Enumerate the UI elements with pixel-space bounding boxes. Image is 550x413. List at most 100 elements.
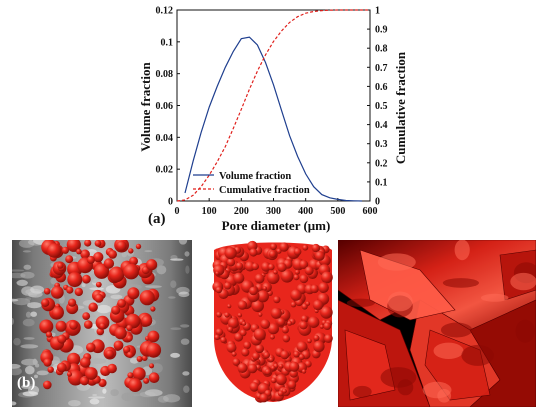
ct-pore [95, 281, 102, 288]
y-tick-label: 0.1 [161, 37, 174, 48]
pore-sphere [266, 271, 280, 285]
interior-highlight [442, 278, 479, 288]
ct-grain [21, 358, 39, 366]
y2-tick-label: 0.8 [375, 44, 388, 55]
interior-highlight [433, 342, 464, 359]
ct-pore [50, 286, 64, 299]
ct-grain [110, 389, 119, 397]
pore-sphere [227, 326, 234, 333]
interior-highlight [377, 253, 416, 271]
pore-sphere [256, 290, 269, 303]
chart-legend: Volume fraction Cumulative fraction [193, 171, 310, 196]
y-tick-label: 0.06 [156, 101, 174, 112]
ct-pore [123, 346, 131, 354]
pore-sphere [324, 334, 333, 343]
series-line-cumulative-fraction [176, 9, 370, 202]
interior-highlight [346, 298, 375, 307]
ct-pore [141, 355, 148, 361]
ct-pore [65, 255, 74, 264]
interior-highlight [422, 381, 452, 399]
ct-pore [55, 320, 67, 332]
ct-pore [150, 306, 156, 312]
ct-pore [149, 363, 155, 369]
ct-grain [30, 311, 37, 317]
ct-grain [123, 284, 142, 290]
ct-grain [145, 285, 162, 288]
ct-grain [185, 265, 190, 274]
ct-slice-image [12, 240, 192, 407]
ct-pore [66, 286, 74, 294]
pore-sphere [259, 393, 269, 403]
ct-pores [39, 240, 162, 392]
ct-grain [183, 385, 190, 393]
pore-sphere [263, 351, 271, 359]
ct-grain [180, 324, 190, 328]
ct-grain [12, 367, 22, 376]
pore-sphere [215, 271, 220, 276]
ct-pore [95, 315, 110, 330]
pore-sphere [314, 251, 325, 261]
ct-pore [86, 342, 96, 353]
pore-sphere [269, 334, 275, 340]
ct-pore [69, 321, 78, 330]
pore-sphere [224, 247, 237, 260]
ct-pore [61, 246, 69, 254]
ct-pore [84, 367, 98, 380]
pore-sphere [287, 380, 297, 390]
pore-sphere [299, 321, 308, 330]
ct-grain [178, 291, 190, 298]
ct-pore [136, 356, 143, 362]
pore-sphere [280, 269, 294, 283]
ct-grain [12, 298, 31, 306]
interior-highlight [440, 322, 473, 338]
ct-pore [125, 313, 141, 329]
ct-pore [148, 372, 160, 384]
interior-highlight [461, 344, 495, 366]
ct-pore [103, 258, 115, 269]
pore-spheres [212, 240, 333, 403]
ct-grain [89, 287, 104, 291]
pore-sphere [249, 248, 258, 257]
ct-grain [170, 327, 182, 331]
pore-sphere [224, 312, 230, 318]
pore-sphere [282, 334, 291, 343]
pore-sphere [270, 307, 282, 319]
x-tick-label: 300 [266, 206, 281, 217]
pore-sphere [319, 324, 324, 329]
pore-sphere [262, 286, 267, 291]
y2-tick-label: 0.9 [375, 25, 388, 36]
ct-grain [12, 401, 17, 406]
ct-pore [80, 357, 91, 368]
ct-pore [45, 331, 53, 338]
ct-pore [82, 312, 91, 320]
pore-sphere [282, 388, 287, 394]
ct-grain [168, 296, 176, 299]
ct-pore [127, 287, 140, 300]
ct-pore [41, 298, 50, 307]
ct-grain [20, 271, 35, 279]
ct-pore [79, 376, 90, 386]
x-tick-label: 600 [363, 206, 378, 217]
y2-tick-label: 0.4 [375, 120, 388, 131]
pore-sphere [233, 272, 245, 284]
ct-pore [88, 302, 98, 312]
ct-grain [12, 317, 14, 325]
panel-b-label-box: (b) [17, 375, 35, 391]
pore-sphere [300, 315, 309, 323]
series-line-volume-fraction [184, 36, 363, 202]
pore-sphere [273, 270, 278, 275]
legend-label-cumulative: Cumulative fraction [219, 185, 310, 196]
pore-sphere [270, 377, 277, 384]
ct-pore [67, 352, 81, 366]
pore-sphere [254, 273, 265, 284]
pore-sphere [278, 363, 284, 369]
ct-grain [163, 394, 181, 403]
ct-grain [36, 370, 49, 376]
ct-pore [66, 240, 81, 252]
y2-tick-label: 0.3 [375, 139, 388, 150]
y-tick-label: 0.08 [156, 69, 174, 80]
pore-network-3d-render [212, 240, 333, 403]
panel-b-label: (b) [17, 375, 35, 391]
pore-sphere [232, 358, 241, 366]
